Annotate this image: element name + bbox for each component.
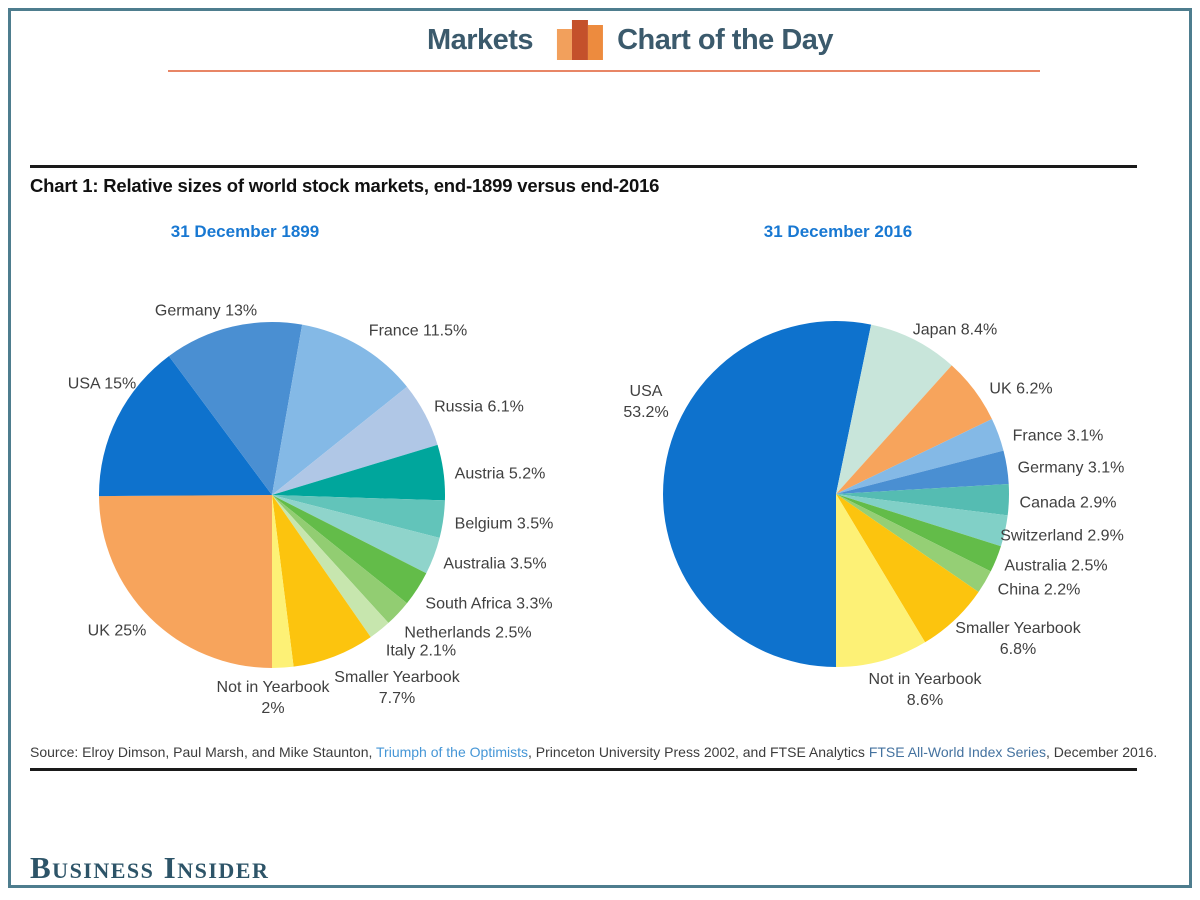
header-brand: Markets xyxy=(426,24,534,56)
pie-0-title: 31 December 1899 xyxy=(170,222,320,241)
chart-heading: Chart 1: Relative sizes of world stock m… xyxy=(30,175,660,196)
pie-1-slice-not-in-yearbook xyxy=(836,494,926,667)
bar-chart-icon xyxy=(557,20,604,60)
pie-0-label-france: France 11.5% xyxy=(368,322,468,340)
pie-1-slice-australia xyxy=(836,494,1001,572)
pie-0-label-germany: Germany 13% xyxy=(154,302,258,320)
pie-0-label-usa: USA 15% xyxy=(67,375,137,393)
pie-1-label-china: China 2.2% xyxy=(997,581,1081,599)
pie-0-label-uk: UK 25% xyxy=(87,622,147,640)
pie-1-slice-japan xyxy=(836,324,952,494)
pie-1-label-australia: Australia 2.5% xyxy=(1004,557,1108,575)
pie-0-slice-smaller-yearbook xyxy=(272,495,371,667)
pie-0-label-austria: Austria 5.2% xyxy=(454,465,546,483)
pie-0-slice-uk xyxy=(99,495,272,668)
pie-0-slice-netherlands xyxy=(272,495,407,623)
pie-1-label-germany: Germany 3.1% xyxy=(1017,459,1125,477)
pie-0-label-italy: Italy 2.1% xyxy=(385,642,457,660)
pie-1-slice-usa xyxy=(663,320,872,667)
header-title: Chart of the Day xyxy=(617,24,834,56)
pie-0-slice-italy xyxy=(272,495,389,638)
border-frame xyxy=(8,8,1192,888)
pie-1-slice-france xyxy=(836,419,1004,494)
pie-1-slice-canada xyxy=(836,483,1010,516)
pie-1-slice-germany xyxy=(836,450,1009,494)
pie-0-slice-not-in-yearbook xyxy=(272,495,294,668)
pie-0-slice-germany xyxy=(168,322,303,495)
pie-1-label-switzerland: Switzerland 2.9% xyxy=(1000,527,1124,545)
chart-top-rule xyxy=(30,165,1137,168)
pie-1-label-smaller-yearbook: Smaller Yearbook 6.8% xyxy=(955,620,1081,658)
pie-0-label-netherlands: Netherlands 2.5% xyxy=(404,624,532,642)
pie-0-slice-south-africa xyxy=(272,495,427,604)
source-link-3[interactable]: FTSE All-World Index Series xyxy=(868,744,1046,760)
source-link-1[interactable]: Triumph of the Optimists xyxy=(376,744,528,760)
pie-1-label-usa: USA 53.2% xyxy=(623,383,669,421)
pie-1-slice-china xyxy=(836,494,991,592)
pie-1-label-uk: UK 6.2% xyxy=(989,380,1053,398)
pie-1-slice-switzerland xyxy=(836,494,1008,547)
pie-0-label-not-in-yearbook: Not in Yearbook 2% xyxy=(216,679,330,717)
pie-0-label-russia: Russia 6.1% xyxy=(434,398,524,416)
pie-0-label-south-africa: South Africa 3.3% xyxy=(425,595,553,613)
pie-0-slice-france xyxy=(272,324,407,495)
pie-1-label-japan: Japan 8.4% xyxy=(912,321,998,339)
header-divider xyxy=(168,70,1040,72)
pie-0-label-smaller-yearbook: Smaller Yearbook 7.7% xyxy=(334,669,460,707)
header: Markets Chart of the Day xyxy=(426,20,834,60)
pie-0-slice-austria xyxy=(272,444,446,501)
pie-1-label-not-in-yearbook: Not in Yearbook 8.6% xyxy=(868,671,982,709)
business-insider-logo: Business Insider xyxy=(30,850,270,885)
pie-0-label-belgium: Belgium 3.5% xyxy=(454,515,554,533)
pie-1-title: 31 December 2016 xyxy=(763,222,913,241)
chart-bottom-rule xyxy=(30,768,1137,771)
pie-0-slice-russia xyxy=(272,386,438,495)
pie-0-slice-belgium xyxy=(272,495,445,538)
source-text-0: Source: Elroy Dimson, Paul Marsh, and Mi… xyxy=(30,744,377,760)
pie-0-label-australia: Australia 3.5% xyxy=(443,555,547,573)
source-text-2: , Princeton University Press 2002, and F… xyxy=(528,744,869,760)
pie-0-slice-usa xyxy=(98,356,272,497)
pie-0-slice-australia xyxy=(272,495,440,574)
pie-1-label-france: France 3.1% xyxy=(1012,427,1104,445)
source-text-4: , December 2016. xyxy=(1045,744,1158,760)
source-line: Source: Elroy Dimson, Paul Marsh, and Mi… xyxy=(30,744,1157,760)
pie-1-slice-uk xyxy=(836,365,992,494)
pie-1-label-canada: Canada 2.9% xyxy=(1019,494,1117,512)
pie-1-slice-smaller-yearbook xyxy=(836,494,979,643)
